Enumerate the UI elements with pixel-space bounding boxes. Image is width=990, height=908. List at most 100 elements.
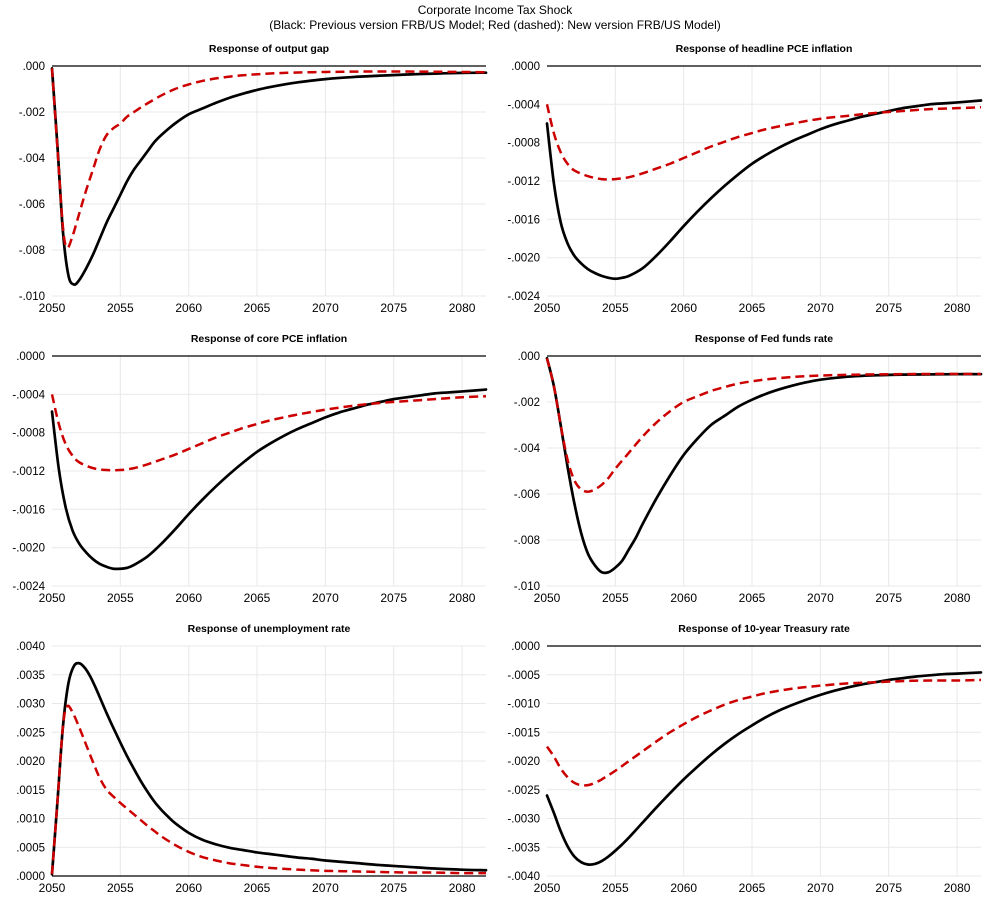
svg-text:-.010: -.010 — [514, 581, 540, 593]
svg-text:2080: 2080 — [449, 591, 476, 605]
svg-text:-.006: -.006 — [514, 489, 540, 501]
svg-text:2050: 2050 — [39, 881, 66, 895]
svg-text:.0040: .0040 — [16, 641, 45, 653]
svg-text:2075: 2075 — [875, 881, 902, 895]
svg-text:.0015: .0015 — [16, 785, 45, 797]
svg-text:-.0024: -.0024 — [12, 581, 45, 593]
svg-text:2055: 2055 — [107, 591, 134, 605]
svg-text:-.0020: -.0020 — [12, 543, 45, 555]
svg-text:2050: 2050 — [39, 591, 66, 605]
svg-text:-.0040: -.0040 — [507, 871, 540, 883]
svg-text:2060: 2060 — [175, 591, 202, 605]
panel-title: Response of Fed funds rate — [694, 333, 834, 345]
svg-text:-.0016: -.0016 — [507, 214, 540, 226]
svg-text:2065: 2065 — [244, 591, 271, 605]
svg-text:.0000: .0000 — [511, 61, 540, 73]
panels-grid: Response of output gap .000 -.002 -.004 -.0… — [0, 37, 990, 907]
panel-unemployment-rate: Response of unemployment rate .0040 .0035… — [0, 617, 495, 907]
svg-text:2080: 2080 — [944, 881, 971, 895]
svg-text:-.0035: -.0035 — [507, 842, 540, 854]
svg-text:2055: 2055 — [602, 591, 629, 605]
chart-core-pce-inflation: .0000 -.0004 -.0008 -.0012 -.0016 -.0020 -.002… — [12, 351, 488, 605]
svg-text:2050: 2050 — [534, 591, 561, 605]
svg-text:.0020: .0020 — [16, 756, 45, 768]
svg-text:2055: 2055 — [107, 301, 134, 315]
svg-text:2080: 2080 — [944, 591, 971, 605]
svg-text:-.0020: -.0020 — [507, 756, 540, 768]
svg-text:-.0024: -.0024 — [507, 291, 540, 303]
svg-text:2080: 2080 — [944, 301, 971, 315]
svg-text:2075: 2075 — [380, 591, 407, 605]
panel-title: Response of unemployment rate — [187, 623, 351, 635]
panel-output-gap: Response of output gap .000 -.002 -.004 -.0… — [0, 37, 495, 327]
svg-text:-.0012: -.0012 — [507, 176, 540, 188]
panel-headline-pce-inflation: Response of headline PCE inflation .0000… — [495, 37, 990, 327]
figure-title: Corporate Income Tax Shock — [417, 3, 573, 17]
svg-text:2050: 2050 — [534, 301, 561, 315]
panel-core-pce-inflation: Response of core PCE inflation .0000 -.00… — [0, 327, 495, 617]
svg-text:-.0008: -.0008 — [507, 138, 540, 150]
panel-title: Response of output gap — [208, 43, 330, 55]
svg-text:-.002: -.002 — [514, 397, 540, 409]
svg-text:2070: 2070 — [807, 881, 834, 895]
svg-text:-.010: -.010 — [19, 291, 45, 303]
svg-text:2075: 2075 — [380, 881, 407, 895]
svg-text:2075: 2075 — [875, 591, 902, 605]
svg-text:.0030: .0030 — [16, 699, 45, 711]
svg-text:-.0012: -.0012 — [12, 466, 45, 478]
svg-text:.0000: .0000 — [16, 351, 45, 363]
panel-10-year-treasury-rate: Response of 10-year Treasury rate .0000 -… — [495, 617, 990, 907]
svg-text:-.0008: -.0008 — [12, 428, 45, 440]
panel-title: Response of core PCE inflation — [190, 333, 348, 345]
svg-text:-.0020: -.0020 — [507, 253, 540, 265]
svg-text:.000: .000 — [518, 351, 540, 363]
svg-text:-.0005: -.0005 — [507, 670, 540, 682]
svg-text:.0025: .0025 — [16, 727, 45, 739]
svg-text:2060: 2060 — [175, 301, 202, 315]
svg-text:-.0025: -.0025 — [507, 785, 540, 797]
svg-text:2080: 2080 — [449, 881, 476, 895]
svg-text:-.004: -.004 — [514, 443, 541, 455]
figure-subtitle: (Black: Previous version FRB/US Model; R… — [269, 18, 721, 32]
svg-text:2050: 2050 — [39, 301, 66, 315]
svg-text:-.0016: -.0016 — [12, 504, 45, 516]
svg-text:2060: 2060 — [670, 881, 697, 895]
svg-text:-.004: -.004 — [19, 153, 46, 165]
svg-text:.000: .000 — [23, 61, 45, 73]
chart-headline-pce-inflation: .0000 -.0004 -.0008 -.0012 -.0016 -.0020 -.002… — [507, 61, 983, 315]
svg-text:.0010: .0010 — [16, 814, 45, 826]
svg-text:2055: 2055 — [602, 301, 629, 315]
panel-fed-funds-rate: Response of Fed funds rate .000 -.002 -.00… — [495, 327, 990, 617]
svg-text:-.0010: -.0010 — [507, 699, 540, 711]
svg-text:-.0030: -.0030 — [507, 814, 540, 826]
svg-text:2070: 2070 — [807, 301, 834, 315]
svg-text:2055: 2055 — [107, 881, 134, 895]
chart-10-year-treasury-rate: .0000 -.0005 -.0010 -.0015 -.0020 -.0025 -.003… — [507, 641, 983, 895]
svg-text:.0000: .0000 — [16, 871, 45, 883]
svg-text:2060: 2060 — [670, 591, 697, 605]
svg-text:.0035: .0035 — [16, 670, 45, 682]
svg-text:.0000: .0000 — [511, 641, 540, 653]
svg-text:-.002: -.002 — [19, 107, 45, 119]
chart-unemployment-rate: .0040 .0035 .0030 .0025 .0020 .0015 .0010 .0005… — [16, 641, 488, 895]
svg-text:2080: 2080 — [449, 301, 476, 315]
svg-text:2065: 2065 — [739, 591, 766, 605]
svg-text:-.0004: -.0004 — [12, 389, 45, 401]
panel-title: Response of 10-year Treasury rate — [678, 623, 850, 635]
svg-text:2055: 2055 — [602, 881, 629, 895]
svg-text:-.008: -.008 — [19, 245, 45, 257]
svg-text:-.0015: -.0015 — [507, 727, 540, 739]
svg-text:-.006: -.006 — [19, 199, 45, 211]
svg-text:2065: 2065 — [739, 301, 766, 315]
svg-text:2065: 2065 — [244, 301, 271, 315]
svg-text:2065: 2065 — [739, 881, 766, 895]
svg-text:.0005: .0005 — [16, 842, 45, 854]
svg-text:2070: 2070 — [312, 591, 339, 605]
svg-text:-.008: -.008 — [514, 535, 540, 547]
svg-text:2060: 2060 — [175, 881, 202, 895]
svg-text:2075: 2075 — [875, 301, 902, 315]
svg-text:2060: 2060 — [670, 301, 697, 315]
svg-text:2065: 2065 — [244, 881, 271, 895]
